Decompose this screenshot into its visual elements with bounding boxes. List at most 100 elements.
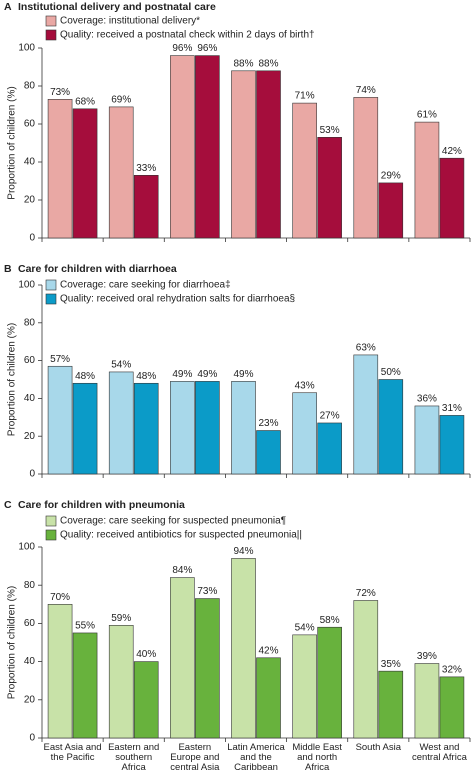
y-tick-label: 40 [24,393,36,404]
y-tick-label: 40 [24,157,36,168]
bar [231,70,256,239]
value-label: 84% [172,565,192,576]
legend-label: Quality: received antibiotics for suspec… [60,530,302,541]
value-label: 29% [381,171,401,182]
x-tick-label: South Asia [355,742,401,753]
value-label: 88% [233,58,253,69]
value-label: 63% [356,343,376,354]
bar [353,354,379,475]
bar [231,558,256,739]
y-axis-label: Proportion of children (%) [7,323,18,436]
value-label: 61% [417,110,437,121]
y-tick-label: 20 [24,694,36,705]
bar [439,415,465,475]
bar [108,106,134,239]
bar [353,600,379,739]
y-tick-label: 100 [18,542,35,553]
panel-letter: B [4,263,12,275]
bar [353,97,379,239]
bar [72,632,98,739]
value-label: 68% [75,96,95,107]
legend-label: Coverage: institutional delivery* [60,16,200,27]
value-label: 49% [233,369,253,380]
value-label: 54% [111,360,131,371]
bar [170,577,195,739]
bar [195,381,220,475]
value-label: 96% [172,43,192,54]
value-label: 57% [50,354,70,365]
value-label: 33% [136,163,156,174]
bar [195,55,220,239]
legend-swatch [45,15,57,27]
value-label: 23% [258,418,278,429]
y-tick-label: 80 [24,580,36,591]
bar [108,371,134,475]
bar [292,392,317,475]
value-label: 36% [417,394,437,405]
bar [47,603,73,739]
value-label: 40% [136,649,156,660]
bar [378,182,404,239]
value-label: 50% [381,367,401,378]
legend-swatch [45,515,57,527]
value-label: 55% [75,621,95,632]
y-tick-label: 60 [24,355,36,366]
panel-title: Care for children with diarrhoea [18,263,177,275]
legend-label: Coverage: care seeking for diarrhoea‡ [60,280,231,291]
value-label: 69% [111,95,131,106]
value-label: 96% [197,43,217,54]
legend-label: Quality: received oral rehydration salts… [60,294,295,305]
y-tick-label: 0 [29,733,35,744]
value-label: 74% [356,85,376,96]
y-tick-label: 100 [18,43,35,54]
y-tick-label: 0 [29,233,35,244]
value-label: 54% [295,623,315,634]
value-label: 27% [320,411,340,422]
value-label: 42% [442,146,462,157]
legend-swatch [45,293,57,305]
y-tick-label: 40 [24,656,36,667]
value-label: 39% [417,651,437,662]
x-tick-label: Middle East and north Africa [292,742,342,773]
value-label: 58% [320,615,340,626]
bar [133,382,159,475]
value-label: 73% [50,87,70,98]
bar [72,382,98,475]
x-tick-label: West and central Africa [411,742,467,763]
bar [378,379,404,475]
value-label: 49% [172,369,192,380]
y-axis-label: Proportion of children (%) [7,86,18,199]
bar [170,381,195,475]
value-label: 72% [356,588,376,599]
bar [47,365,73,475]
value-label: 31% [442,403,462,414]
bar [317,422,342,475]
y-tick-label: 20 [24,431,36,442]
bar [292,634,317,739]
value-label: 35% [381,659,401,670]
value-label: 53% [320,125,340,136]
bar [133,661,159,739]
value-label: 48% [136,371,156,382]
y-tick-label: 0 [29,469,35,480]
panel-title: Institutional delivery and postnatal car… [18,1,216,13]
x-tick-label: Latin America and the Caribbean [227,742,285,773]
value-label: 32% [442,665,462,676]
y-tick-label: 100 [18,280,35,291]
panel-letter: C [4,499,12,511]
value-label: 71% [295,91,315,102]
bar [47,99,73,239]
bar [256,430,281,475]
bar [108,625,134,739]
y-tick-label: 60 [24,119,36,130]
value-label: 88% [258,58,278,69]
value-label: 42% [258,645,278,656]
value-label: 73% [197,586,217,597]
value-label: 49% [197,369,217,380]
legend-swatch [45,29,57,41]
bar [414,405,440,475]
legend-swatch [45,529,57,541]
panel-letter: A [4,1,12,13]
legend-label: Quality: received a postnatal check with… [60,30,315,41]
